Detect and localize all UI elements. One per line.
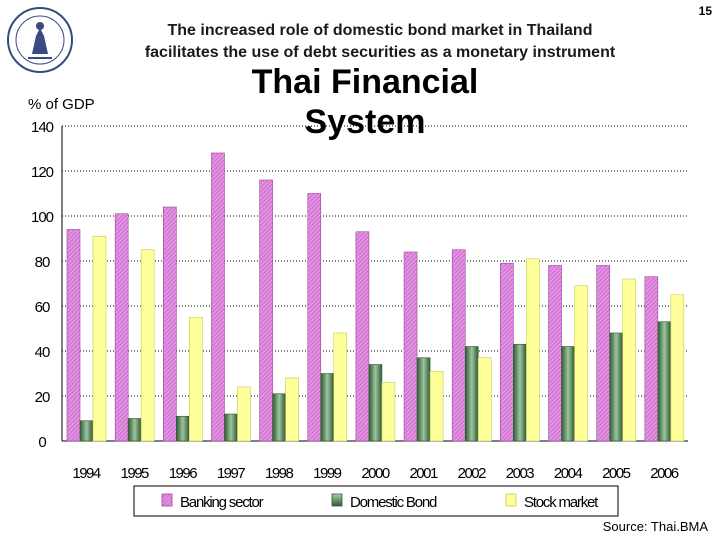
bar-stock-market [285, 377, 299, 442]
y-tick-label: 140 [31, 119, 54, 136]
legend-swatch [161, 493, 173, 507]
bar-banking-sector [403, 251, 418, 442]
bar-stock-market [92, 235, 107, 442]
bar-domestic-bond [416, 357, 431, 442]
bar-stock-market [381, 382, 396, 442]
bar-domestic-bond [127, 418, 142, 442]
x-tick-label: 2001 [409, 465, 438, 482]
y-tick-label: 120 [31, 164, 54, 181]
bar-domestic-bond [609, 332, 623, 442]
bar-banking-sector [66, 229, 81, 442]
y-tick-label: 20 [35, 389, 50, 406]
x-tick-label: 2003 [506, 465, 535, 482]
page-number: 15 [698, 4, 712, 18]
bar-domestic-bond [224, 413, 238, 442]
legend-label: Stock market [524, 494, 599, 511]
y-tick-label: 0 [38, 434, 46, 451]
bar-stock-market [429, 370, 444, 442]
bar-stock-market [622, 278, 636, 442]
bar-banking-sector [163, 206, 177, 442]
header-line-1: The increased role of domestic bond mark… [167, 22, 593, 39]
y-tick-label: 60 [35, 299, 50, 316]
bar-stock-market [574, 285, 588, 442]
legend-swatch [505, 493, 517, 507]
header-line-2: facilitates the use of debt securities a… [144, 44, 616, 61]
bank-of-thailand-seal-icon [7, 7, 73, 73]
bar-domestic-bond [272, 393, 286, 442]
x-tick-label: 1997 [217, 465, 246, 482]
bar-banking-sector [548, 265, 562, 442]
bar-banking-sector [596, 265, 610, 442]
bar-banking-sector [259, 179, 273, 442]
x-tick-label: 2004 [554, 465, 583, 482]
legend-label: Banking sector [180, 494, 264, 511]
source-note: Source: Thai.BMA [602, 519, 708, 534]
bar-stock-market [333, 332, 348, 442]
bar-domestic-bond [176, 415, 190, 442]
y-tick-label: 40 [35, 344, 50, 361]
y-tick-label: 100 [31, 209, 54, 226]
bar-stock-market [477, 357, 492, 442]
x-tick-label: 2002 [458, 465, 487, 482]
bar-stock-market [237, 386, 251, 442]
legend-box [133, 485, 619, 517]
bar-domestic-bond [464, 346, 479, 442]
bar-banking-sector [451, 249, 466, 442]
legend-label: Domestic Bond [350, 494, 437, 511]
x-tick-label: 1999 [313, 465, 342, 482]
bar-banking-sector [644, 276, 659, 442]
x-tick-label: 1995 [121, 465, 150, 482]
bar-banking-sector [211, 152, 225, 442]
x-tick-label: 2000 [361, 465, 390, 482]
slide-title-line-2: System [304, 103, 426, 141]
bar-domestic-bond [657, 321, 672, 442]
bar-banking-sector [307, 193, 322, 442]
bar-domestic-bond [320, 373, 335, 442]
x-tick-label: 1998 [265, 465, 294, 482]
bar-stock-market [526, 258, 540, 442]
bar-domestic-bond [368, 364, 383, 442]
y-tick-label: 80 [35, 254, 50, 271]
x-tick-label: 2005 [602, 465, 631, 482]
slide-header: The increased role of domestic bond mark… [80, 20, 680, 64]
bar-banking-sector [500, 262, 514, 442]
y-axis-unit-label: % of GDP [28, 96, 95, 113]
bar-stock-market [140, 249, 155, 442]
bar-banking-sector [355, 231, 370, 442]
x-tick-label: 2006 [650, 465, 679, 482]
bar-domestic-bond [513, 343, 527, 442]
bar-stock-market [189, 316, 203, 442]
bar-domestic-bond [561, 346, 575, 442]
slide-title-line-1: Thai Financial [251, 63, 479, 101]
slide-title: Thai Financial System [200, 62, 530, 142]
legend-swatch [331, 493, 343, 507]
x-tick-label: 1994 [72, 465, 101, 482]
x-tick-label: 1996 [169, 465, 198, 482]
bar-banking-sector [114, 213, 129, 442]
bar-domestic-bond [79, 420, 94, 442]
bar-stock-market [670, 294, 685, 442]
